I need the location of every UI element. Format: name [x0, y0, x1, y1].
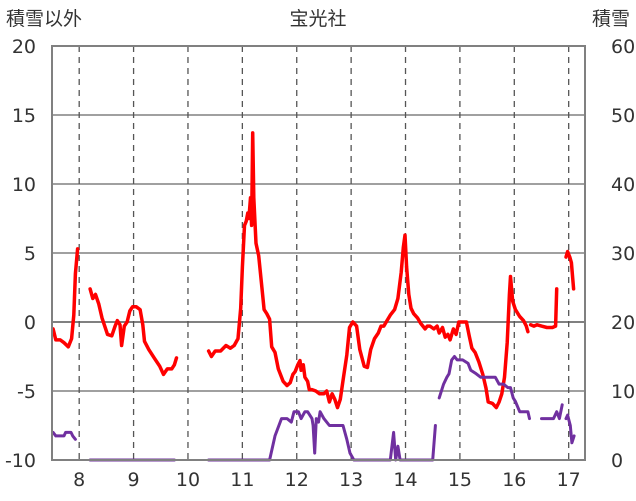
snow-line-segment	[51, 430, 77, 441]
temperature-series	[51, 131, 576, 410]
x-tick-label: 12	[285, 469, 309, 491]
left-y-tick-label: -10	[5, 450, 36, 472]
left-y-tick-label: 15	[12, 105, 36, 127]
x-tick-label: 11	[230, 469, 254, 491]
temperature-line-segment	[564, 249, 576, 291]
left-y-tick-label: 5	[24, 243, 36, 265]
x-tick-label: 17	[557, 469, 581, 491]
x-tick-labels: 8 9 10 11 12 13 14 15 16 17	[73, 469, 581, 491]
x-tick-label: 13	[339, 469, 363, 491]
left-y-tick-label: 0	[24, 312, 36, 334]
chart-title: 宝光社	[289, 8, 346, 30]
snow-line-segment	[564, 413, 576, 445]
right-y-tick-label: 50	[611, 105, 635, 127]
x-tick-label: 15	[448, 469, 472, 491]
x-tick-label: 16	[502, 469, 526, 491]
x-tick-label: 8	[73, 469, 85, 491]
left-y-tick-labels: -10 -5 0 5 10 15 20	[5, 36, 36, 472]
temperature-line-segment	[88, 287, 179, 377]
right-axis-label: 積雪	[592, 8, 630, 30]
temperature-line-segment	[51, 247, 80, 349]
right-y-tick-label: 20	[611, 312, 635, 334]
x-tick-label: 10	[176, 469, 200, 491]
temperature-line-segment	[528, 287, 559, 330]
x-tick-label: 9	[128, 469, 140, 491]
plot-frame	[51, 45, 586, 461]
right-y-tick-label: 0	[611, 450, 623, 472]
snow-line-segment	[207, 410, 437, 462]
left-y-tick-label: 20	[12, 36, 36, 58]
right-y-tick-label: 10	[611, 381, 635, 403]
x-tick-label: 14	[393, 469, 417, 491]
snow-line-segment	[540, 403, 564, 421]
right-y-tick-label: 30	[611, 243, 635, 265]
left-y-tick-label: -5	[17, 381, 36, 403]
temperature-line-segment	[206, 131, 530, 410]
right-y-tick-label: 60	[611, 36, 635, 58]
left-axis-label: 積雪以外	[6, 8, 82, 30]
snow-line-segment	[437, 355, 531, 421]
right-y-tick-labels: 0 10 20 30 40 50 60	[611, 36, 635, 472]
series	[51, 131, 576, 462]
right-y-tick-label: 40	[611, 174, 635, 196]
left-y-tick-label: 10	[12, 174, 36, 196]
